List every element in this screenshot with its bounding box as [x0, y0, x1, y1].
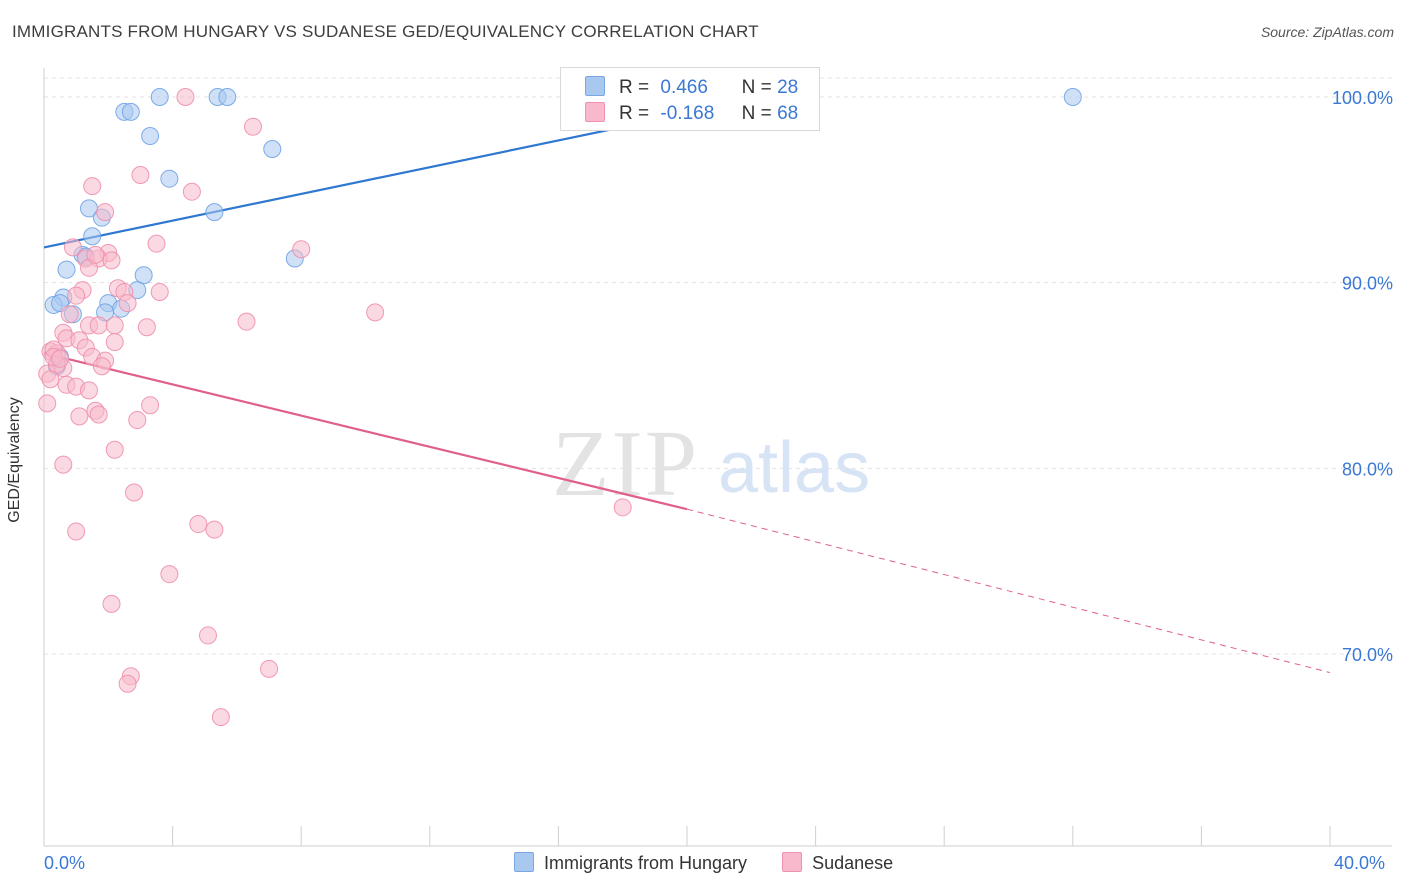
point-sudanese-1: [243, 117, 262, 136]
hungary-swatch: [585, 76, 605, 96]
point-sudanese-22: [237, 312, 256, 331]
watermark: ZIP atlas: [552, 412, 870, 516]
point-hungary-0: [150, 88, 169, 106]
trend-line-sudanese: [43, 352, 688, 511]
point-hungary-12: [83, 227, 102, 246]
r-label: R =: [619, 103, 650, 124]
source-label: Source: ZipAtlas.com: [1260, 24, 1394, 40]
point-sudanese-56: [205, 520, 224, 539]
point-sudanese-5: [96, 203, 115, 222]
n-value-sudanese: 68: [777, 103, 799, 124]
hungary-legend-swatch: [514, 852, 534, 872]
point-hungary-3: [1063, 88, 1082, 106]
n-label: N =: [741, 77, 772, 98]
point-sudanese-4: [182, 182, 201, 201]
point-sudanese-26: [137, 318, 156, 337]
y-tick-label-100: 100.0%: [1332, 88, 1393, 108]
r-label: R =: [619, 77, 650, 98]
trend-lines: [43, 95, 1331, 674]
point-sudanese-17: [150, 282, 169, 301]
y-axis-title: GED/Equivalency: [6, 397, 23, 523]
point-hungary-11: [205, 203, 224, 222]
point-sudanese-0: [176, 88, 195, 106]
data-points: [38, 88, 1082, 727]
r-value-sudanese: -0.168: [660, 103, 715, 124]
n-value-hungary: 28: [777, 77, 799, 98]
sudanese-swatch: [585, 102, 605, 122]
point-sudanese-58: [160, 565, 179, 584]
stats-row-hungary: R = 0.466 N = 28: [585, 76, 798, 100]
point-sudanese-64: [211, 708, 230, 727]
point-sudanese-55: [189, 515, 208, 534]
point-hungary-6: [141, 126, 160, 145]
point-sudanese-63: [118, 674, 137, 693]
point-sudanese-46: [141, 396, 160, 415]
point-sudanese-3: [83, 177, 102, 196]
legend-item-hungary[interactable]: Immigrants from Hungary: [514, 852, 747, 874]
legend-label-sudanese: Sudanese: [812, 853, 894, 873]
point-sudanese-12: [102, 251, 121, 270]
n-label: N =: [741, 103, 772, 124]
point-hungary-2: [218, 88, 237, 106]
point-sudanese-8: [63, 238, 82, 257]
x-max-label: 40.0%: [1334, 853, 1386, 873]
y-tick-label-90: 90.0%: [1342, 274, 1393, 294]
point-sudanese-41: [41, 370, 60, 389]
point-sudanese-28: [118, 294, 137, 313]
point-sudanese-67: [51, 349, 70, 368]
point-sudanese-25: [105, 316, 124, 335]
point-sudanese-53: [613, 498, 632, 517]
stats-row-sudanese: R = -0.168 N = 68: [585, 102, 798, 126]
point-sudanese-7: [292, 240, 311, 259]
legend-item-sudanese[interactable]: Sudanese: [782, 852, 893, 874]
point-hungary-7: [263, 139, 282, 158]
point-hungary-8: [160, 169, 179, 188]
point-hungary-16: [134, 266, 153, 285]
sudanese-legend-swatch: [782, 852, 803, 872]
watermark-atlas: atlas: [718, 428, 870, 508]
point-sudanese-6: [147, 234, 166, 253]
point-sudanese-50: [128, 411, 147, 430]
point-sudanese-14: [86, 245, 105, 264]
legend-label-hungary: Immigrants from Hungary: [544, 853, 748, 873]
point-sudanese-2: [131, 165, 150, 184]
point-sudanese-61: [260, 659, 279, 678]
point-sudanese-59: [102, 594, 121, 613]
point-sudanese-24: [89, 316, 108, 335]
point-sudanese-57: [67, 522, 86, 541]
point-sudanese-19: [67, 286, 86, 305]
point-sudanese-49: [70, 407, 89, 426]
r-value-hungary: 0.466: [660, 77, 708, 98]
point-hungary-5: [121, 102, 140, 121]
axes: [43, 68, 1392, 847]
point-sudanese-60: [198, 626, 217, 645]
chart-title: IMMIGRANTS FROM HUNGARY VS SUDANESE GED/…: [12, 22, 759, 41]
gridlines: [44, 77, 1392, 655]
trend-line-sudanese-extension: [686, 508, 1331, 674]
point-sudanese-52: [54, 455, 73, 474]
y-tick-label-80: 80.0%: [1342, 459, 1393, 479]
stats-legend: R = 0.466 N = 28 R = -0.168 N = 68: [560, 67, 820, 131]
point-sudanese-44: [80, 381, 99, 400]
y-tick-label-70: 70.0%: [1342, 645, 1393, 665]
point-sudanese-48: [89, 405, 108, 424]
y-tick-labels: 70.0% 80.0% 90.0% 100.0%: [1332, 88, 1393, 665]
point-sudanese-21: [60, 305, 79, 324]
series-legend: Immigrants from Hungary Sudanese: [514, 852, 923, 874]
x-min-label: 0.0%: [44, 853, 86, 873]
point-sudanese-54: [125, 483, 144, 502]
point-sudanese-51: [105, 440, 124, 459]
point-sudanese-45: [38, 394, 57, 413]
point-sudanese-20: [366, 303, 385, 322]
point-sudanese-38: [92, 357, 111, 376]
point-sudanese-31: [105, 333, 124, 352]
point-hungary-17: [57, 260, 76, 279]
